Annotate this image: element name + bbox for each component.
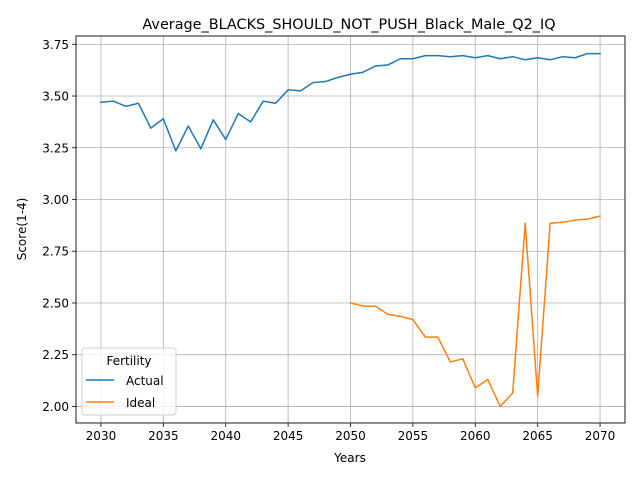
y-axis-ticks: 2.00 2.25 2.50 2.75 3.00 3.25 3.50 3.75: [42, 38, 76, 414]
x-axis-ticks: 2030 2035 2040 2045 2050 2055 2060 2065 2070: [86, 423, 616, 443]
x-tick-label: 2030: [86, 429, 117, 443]
x-tick-label: 2045: [273, 429, 304, 443]
y-tick-label: 3.00: [42, 193, 69, 207]
legend-label-ideal: Ideal: [126, 396, 155, 410]
y-tick-label: 2.25: [42, 348, 69, 362]
y-tick-label: 3.50: [42, 90, 69, 104]
x-tick-label: 2070: [585, 429, 616, 443]
legend-box: [81, 347, 177, 416]
series-line-actual: [100, 52, 601, 152]
series-line-ideal: [349, 215, 601, 408]
y-tick-label: 2.50: [42, 296, 69, 310]
y-tick-label: 2.75: [42, 245, 69, 259]
legend: Fertility Actual Ideal: [81, 347, 177, 416]
legend-title: Fertility: [106, 354, 151, 368]
x-tick-label: 2040: [210, 429, 241, 443]
x-tick-label: 2055: [398, 429, 429, 443]
y-axis-label: Score(1-4): [15, 198, 29, 261]
x-tick-label: 2060: [460, 429, 491, 443]
x-tick-label: 2035: [148, 429, 179, 443]
chart-title: Average_BLACKS_SHOULD_NOT_PUSH_Black_Mal…: [142, 17, 555, 33]
x-axis-label: Years: [333, 451, 366, 465]
legend-label-actual: Actual: [126, 374, 164, 388]
grid: [76, 36, 625, 423]
y-tick-label: 3.25: [42, 141, 69, 155]
y-tick-label: 3.75: [42, 38, 69, 52]
series-lines: [100, 52, 601, 408]
y-tick-label: 2.00: [42, 400, 69, 414]
x-tick-label: 2050: [335, 429, 366, 443]
x-tick-label: 2065: [522, 429, 553, 443]
